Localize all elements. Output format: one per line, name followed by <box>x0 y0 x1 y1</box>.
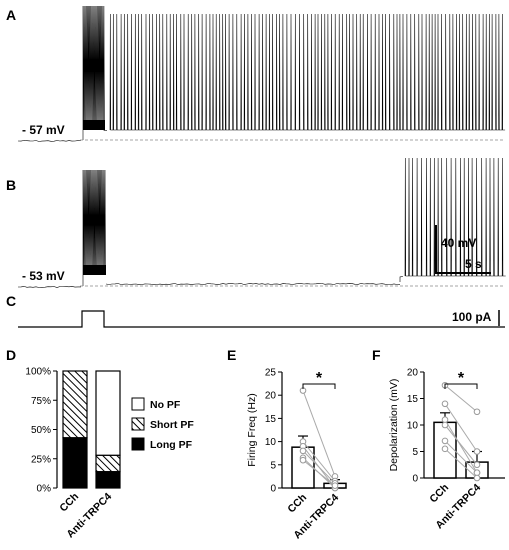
category-label: CCh <box>57 491 81 515</box>
y-tick-label: 20 <box>407 368 419 379</box>
data-point <box>441 421 449 429</box>
paired-line <box>444 440 478 474</box>
paired-line <box>444 424 478 466</box>
y-tick-label: 25% <box>31 454 51 465</box>
scale-bar-time-label: 5 s <box>465 257 482 271</box>
y-tick-label: 25 <box>265 368 277 379</box>
panel-label-c: C <box>6 293 16 309</box>
data-point <box>441 437 449 445</box>
stim-label: 100 pA <box>452 310 492 324</box>
legend-swatch <box>131 437 145 451</box>
legend-label: Long PF <box>150 439 193 451</box>
panel-label-a: A <box>6 7 16 23</box>
panel-label-d: D <box>6 347 16 363</box>
paired-line <box>444 448 478 479</box>
y-tick-label: 100% <box>25 367 51 378</box>
paired-line <box>302 390 336 477</box>
legend-label: No PF <box>150 399 181 411</box>
y-tick-label: 5 <box>412 447 418 458</box>
panel-label-b: B <box>6 177 16 193</box>
data-point <box>441 445 449 453</box>
y-tick-label: 50% <box>31 425 51 436</box>
bar-segment <box>95 454 121 473</box>
y-tick-label: 10 <box>265 437 277 448</box>
legend-swatch <box>131 417 145 431</box>
y-tick-label: 0 <box>270 484 276 495</box>
bar-segment <box>95 471 121 489</box>
data-point <box>299 447 307 455</box>
y-tick-label: 5 <box>270 460 276 471</box>
scale-bar-voltage-label: 40 mV <box>441 236 476 250</box>
baseline-label-b: - 53 mV <box>22 269 65 283</box>
data-point <box>473 474 481 482</box>
data-point <box>473 448 481 455</box>
panel-label-f: F <box>372 347 381 363</box>
y-tick-label: 20 <box>265 391 277 402</box>
data-point <box>299 456 307 464</box>
paired-line <box>302 450 336 484</box>
scale-bar: 40 mV 5 s <box>435 225 491 274</box>
stimulus-trace: 100 pA <box>18 310 505 328</box>
category-label: CCh <box>427 482 451 506</box>
y-axis-title: Depolarization (mV) <box>388 379 400 472</box>
legend-swatch <box>131 397 145 411</box>
legend-label: Short PF <box>150 419 194 431</box>
category-label: CCh <box>285 492 309 516</box>
y-tick-label: 10 <box>407 421 419 432</box>
paired-line <box>444 384 478 413</box>
data-point <box>473 461 481 469</box>
paired-line <box>302 441 336 482</box>
paired-line <box>444 403 478 452</box>
y-tick-label: 15 <box>265 414 277 425</box>
data-point <box>441 416 449 424</box>
bar-segment <box>62 370 88 439</box>
data-point <box>331 482 339 489</box>
bar-segment <box>62 437 88 489</box>
y-axis-title: Firing Freq (Hz) <box>246 393 258 467</box>
bar-segment <box>95 370 121 456</box>
y-tick-label: 0 <box>412 474 418 485</box>
y-tick-label: 75% <box>31 396 51 407</box>
paired-line <box>302 459 336 487</box>
data-point <box>473 469 481 477</box>
significance-bracket <box>444 383 478 389</box>
data-point <box>441 400 449 408</box>
data-point <box>473 408 481 416</box>
y-tick-label: 0% <box>37 484 52 495</box>
significance-star: * <box>458 370 465 387</box>
y-tick-label: 15 <box>407 394 419 405</box>
baseline-label-a: - 57 mV <box>22 123 65 137</box>
voltage-trace-a <box>17 5 506 142</box>
significance-star: * <box>316 370 323 387</box>
significance-bracket <box>302 383 336 389</box>
voltage-trace-b <box>17 157 506 288</box>
paired-line <box>444 419 478 473</box>
panel-label-e: E <box>227 347 236 363</box>
